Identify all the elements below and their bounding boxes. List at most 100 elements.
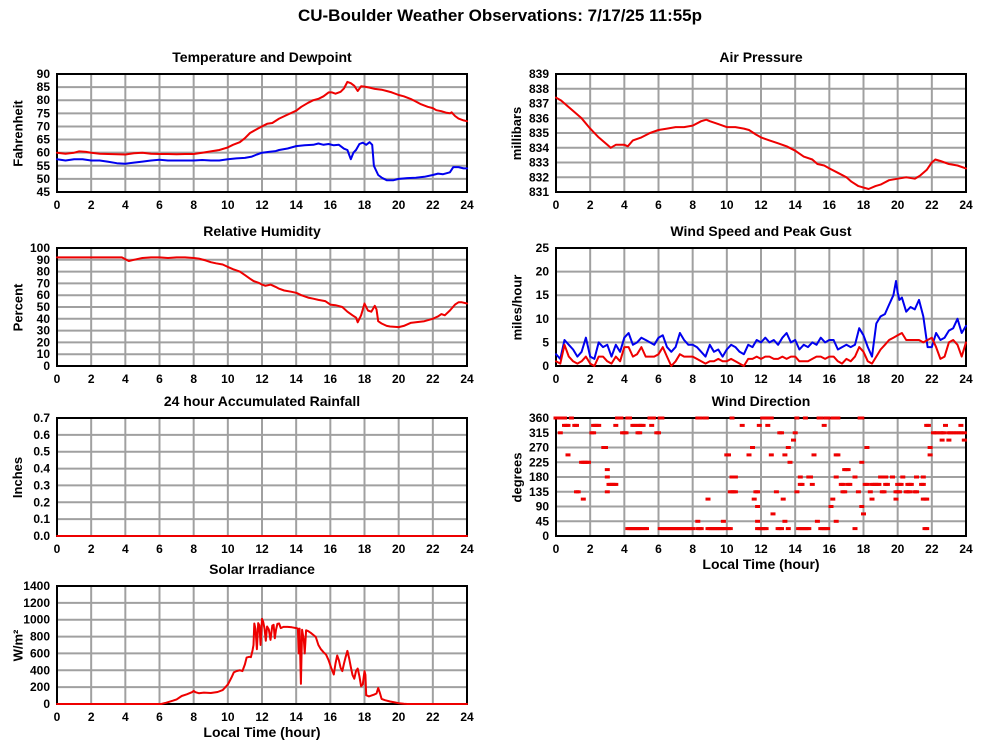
svg-text:22: 22: [925, 372, 939, 386]
y-axis-label: degrees: [509, 452, 525, 502]
svg-text:20: 20: [392, 542, 406, 556]
svg-text:832: 832: [529, 170, 549, 184]
svg-text:22: 22: [426, 198, 440, 212]
chart-title: Wind Speed and Peak Gust: [670, 223, 852, 239]
svg-text:0.3: 0.3: [33, 478, 50, 492]
chart-title: Relative Humidity: [203, 223, 321, 239]
svg-text:12: 12: [255, 198, 269, 212]
svg-text:10: 10: [720, 542, 734, 556]
svg-text:6: 6: [156, 710, 163, 724]
svg-text:60: 60: [37, 288, 51, 302]
svg-text:20: 20: [891, 542, 905, 556]
svg-text:22: 22: [925, 198, 939, 212]
svg-text:45: 45: [37, 185, 51, 199]
svg-text:839: 839: [529, 67, 549, 81]
svg-text:14: 14: [289, 372, 303, 386]
svg-text:5: 5: [542, 335, 549, 349]
y-axis-label: Inches: [10, 456, 26, 498]
svg-text:18: 18: [358, 710, 372, 724]
svg-text:12: 12: [255, 710, 269, 724]
svg-text:8: 8: [190, 198, 197, 212]
svg-text:18: 18: [857, 372, 871, 386]
svg-text:6: 6: [156, 542, 163, 556]
svg-text:8: 8: [689, 372, 696, 386]
svg-text:40: 40: [37, 312, 51, 326]
svg-text:14: 14: [289, 198, 303, 212]
svg-text:20: 20: [392, 710, 406, 724]
chart-title: Wind Direction: [711, 393, 811, 409]
svg-text:1000: 1000: [23, 613, 50, 627]
svg-text:20: 20: [536, 265, 550, 279]
svg-text:0: 0: [54, 198, 61, 212]
wind-direction-plot: 0 2 4 6 8 10 12 14 16 18 20 22 240459013518022527031…: [529, 411, 973, 556]
page-title: CU-Boulder Weather Observations: 7/17/25…: [297, 6, 703, 25]
svg-text:837: 837: [529, 97, 549, 111]
svg-text:16: 16: [823, 542, 837, 556]
svg-text:180: 180: [529, 470, 549, 484]
chart-title: Solar Irradiance: [209, 561, 315, 577]
svg-text:16: 16: [823, 372, 837, 386]
svg-text:4: 4: [621, 372, 628, 386]
svg-text:14: 14: [788, 372, 802, 386]
svg-text:20: 20: [37, 335, 51, 349]
svg-text:22: 22: [426, 372, 440, 386]
svg-text:12: 12: [255, 372, 269, 386]
svg-text:75: 75: [37, 106, 51, 120]
solar-irradiance-plot: 0 2 4 6 8 10 12 14 16 18 20 22 240200400600800100012…: [23, 579, 474, 724]
svg-text:70: 70: [37, 119, 51, 133]
y-axis-label: miles/hour: [509, 274, 525, 340]
svg-text:10: 10: [221, 710, 235, 724]
svg-text:834: 834: [529, 141, 549, 155]
svg-text:15: 15: [536, 288, 550, 302]
svg-text:90: 90: [37, 253, 51, 267]
svg-text:2: 2: [88, 372, 95, 386]
svg-text:6: 6: [156, 198, 163, 212]
svg-text:0: 0: [54, 710, 61, 724]
svg-text:0: 0: [553, 372, 560, 386]
svg-text:14: 14: [788, 198, 802, 212]
svg-text:600: 600: [30, 646, 50, 660]
svg-text:831: 831: [529, 185, 549, 199]
svg-text:4: 4: [122, 710, 129, 724]
svg-text:6: 6: [655, 542, 662, 556]
svg-text:1400: 1400: [23, 579, 50, 593]
svg-text:2: 2: [88, 710, 95, 724]
svg-text:16: 16: [324, 372, 338, 386]
svg-text:80: 80: [37, 265, 51, 279]
svg-text:0: 0: [43, 359, 50, 373]
svg-text:20: 20: [392, 372, 406, 386]
svg-text:50: 50: [37, 172, 51, 186]
svg-text:2: 2: [88, 542, 95, 556]
svg-text:833: 833: [529, 156, 549, 170]
svg-text:22: 22: [426, 710, 440, 724]
svg-text:25: 25: [536, 241, 550, 255]
chart-air-pressure: Air Pressure millibars 0 2 4 6 8 10 12 14 16 18 20…: [506, 48, 982, 218]
svg-text:55: 55: [37, 159, 51, 173]
svg-text:65: 65: [37, 133, 51, 147]
svg-text:30: 30: [37, 324, 51, 338]
y-axis-label: millibars: [509, 106, 525, 160]
svg-text:400: 400: [30, 663, 50, 677]
svg-text:2: 2: [587, 372, 594, 386]
svg-text:12: 12: [754, 372, 768, 386]
svg-text:8: 8: [689, 542, 696, 556]
svg-text:4: 4: [122, 372, 129, 386]
svg-text:16: 16: [324, 710, 338, 724]
rainfall-plot: 0 2 4 6 8 10 12 14 16 18 20 22 240.00.10.20.30.40.50…: [33, 411, 474, 556]
svg-text:10: 10: [221, 372, 235, 386]
svg-text:10: 10: [221, 542, 235, 556]
svg-text:22: 22: [426, 542, 440, 556]
svg-text:0: 0: [553, 198, 560, 212]
svg-text:16: 16: [324, 542, 338, 556]
svg-text:0: 0: [54, 542, 61, 556]
svg-text:12: 12: [754, 198, 768, 212]
svg-text:8: 8: [689, 198, 696, 212]
svg-text:70: 70: [37, 276, 51, 290]
svg-text:0.1: 0.1: [33, 512, 50, 526]
svg-text:200: 200: [30, 680, 50, 694]
chart-title: Air Pressure: [719, 49, 803, 65]
y-axis-label: Fahrenheit: [10, 99, 26, 167]
